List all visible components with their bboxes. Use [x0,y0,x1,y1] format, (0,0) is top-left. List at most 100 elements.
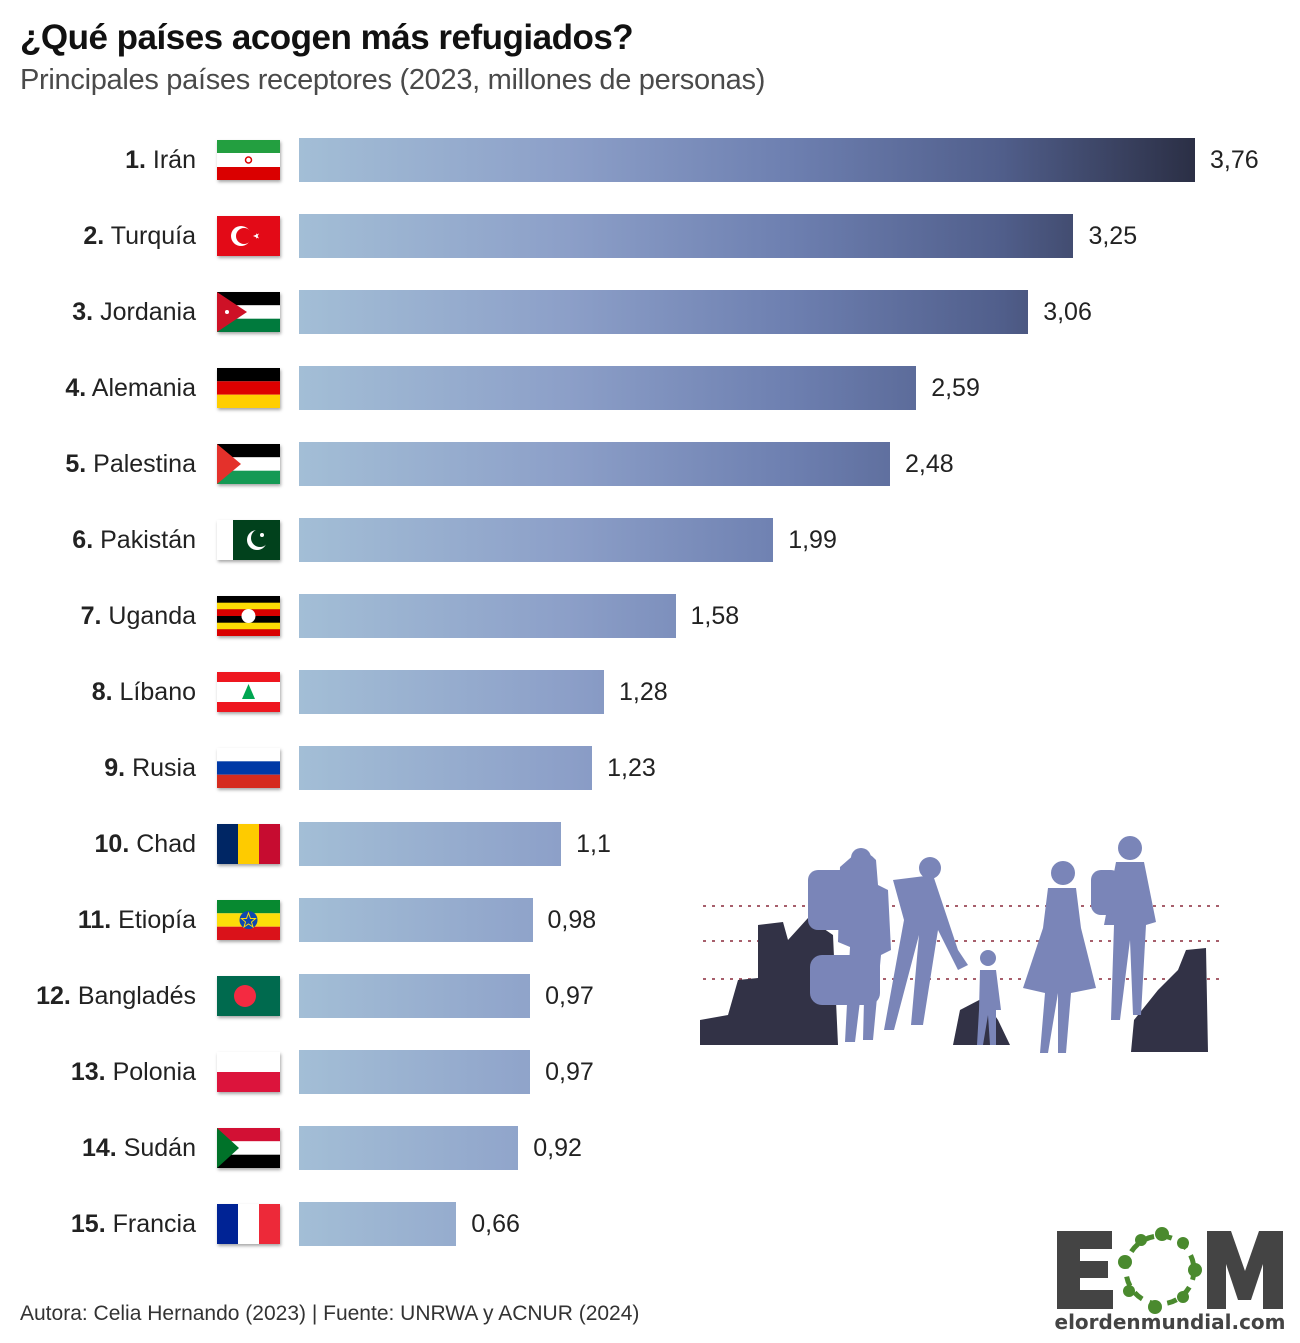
lebanon-flag-icon [217,672,280,712]
category-label: 6. Pakistán [72,526,196,555]
rank-label: 9. [104,754,126,782]
jordan-flag-icon [217,292,280,332]
country-name: Uganda [108,602,196,630]
rank-label: 13. [70,1058,106,1086]
palestine-flag-icon [217,444,280,484]
category-label: 9. Rusia [104,754,196,783]
value-label: 0,98 [547,906,597,934]
rank-label: 3. [72,298,94,326]
category-label: 3. Jordania [72,298,196,327]
bar [299,138,1195,182]
bar-row: 9. Rusia 1,23 [0,746,1300,790]
bar-row: 14. Sudán 0,92 [0,1126,1300,1170]
category-label: 2. Turquía [83,222,196,251]
value-label: 3,76 [1210,146,1259,174]
country-name: Líbano [119,678,196,706]
category-label: 1. Irán [125,146,196,175]
bar [299,442,890,486]
bar [299,898,533,942]
value-label: 1,99 [788,526,837,554]
category-label: 12. Bangladés [36,982,196,1011]
sudan-flag-icon [217,1128,280,1168]
chad-flag-icon [217,824,280,864]
category-label: 13. Polonia [71,1058,196,1087]
category-label: 7. Uganda [81,602,196,631]
rank-label: 10. [94,830,130,858]
chart-subtitle: Principales países receptores (2023, mil… [20,64,766,96]
country-name: Palestina [93,450,196,478]
source-footer: Autora: Celia Hernando (2023) | Fuente: … [20,1302,640,1325]
value-label: 2,48 [904,450,954,478]
category-label: 5. Palestina [65,450,196,479]
category-label: 8. Líbano [92,678,196,707]
category-label: 15. Francia [71,1210,196,1239]
bar-row: 3. Jordania 3,06 [0,290,1300,334]
category-label: 4. Alemania [65,374,196,403]
bar-row: 13. Polonia 0,97 [0,1050,1300,1094]
category-label: 11. Etiopía [78,906,196,935]
country-name: Irán [152,146,196,174]
bar-row: 7. Uganda 1,58 [0,594,1300,638]
rank-label: 6. [72,526,94,554]
country-name: Francia [112,1210,196,1238]
category-label: 14. Sudán [82,1134,196,1163]
bar-row: 1. Irán 3,76 [0,138,1300,182]
bar-row: 4. Alemania 2,59 [0,366,1300,410]
bar [299,518,774,562]
country-name: Bangladés [77,982,196,1010]
bar [299,974,531,1018]
iran-flag-icon [217,140,280,180]
country-name: Turquía [110,222,196,250]
bar [299,822,562,866]
rank-label: 8. [91,678,113,706]
value-label: 0,92 [533,1134,582,1162]
country-name: Rusia [132,754,196,782]
value-label: 1,1 [576,830,611,858]
value-label: 0,97 [545,982,594,1010]
bar-row: 5. Palestina 2,48 [0,442,1300,486]
rank-label: 5. [65,450,87,478]
country-name: Alemania [91,374,196,402]
bar-row: 12. Bangladés 0,97 [0,974,1300,1018]
pakistan-flag-icon [217,520,280,560]
bar [299,1050,531,1094]
bangladesh-flag-icon [217,976,280,1016]
rank-label: 12. [36,982,71,1010]
rank-label: 7. [80,602,102,630]
bar-row: 6. Pakistán 1,99 [0,518,1300,562]
bar-row: 10. Chad 1,1 [0,822,1300,866]
elordenmundial-logo: elordenmundial.com [1055,1227,1285,1334]
category-label: 10. Chad [95,830,196,859]
bar [299,366,917,410]
logo-site-text: elordenmundial.com [1055,1310,1285,1334]
country-name: Pakistán [100,526,196,554]
value-label: 1,23 [607,754,656,782]
value-label: 3,25 [1088,222,1138,250]
germany-flag-icon [217,368,280,408]
value-label: 0,97 [545,1058,594,1086]
country-name: Jordania [100,298,196,326]
country-name: Sudán [123,1134,196,1162]
value-label: 3,06 [1043,298,1092,326]
bar [299,594,676,638]
bar [299,1202,457,1246]
refugees-illustration [700,836,1223,1053]
rank-label: 1. [125,146,146,174]
rank-label: 15. [70,1210,106,1238]
rank-label: 4. [65,374,87,402]
value-label: 1,28 [619,678,668,706]
rank-label: 11. [77,906,112,934]
bar [299,1126,519,1170]
poland-flag-icon [217,1052,280,1092]
rank-label: 14. [81,1134,117,1162]
bar [299,670,605,714]
bar-row: 2. Turquía 3,25 [0,214,1300,258]
bar [299,746,593,790]
chart-title: ¿Qué países acogen más refugiados? [20,18,634,57]
ethiopia-flag-icon [217,900,280,940]
country-name: Polonia [112,1058,196,1086]
uganda-flag-icon [217,596,280,636]
value-label: 0,66 [471,1210,520,1238]
country-name: Etiopía [118,906,196,934]
france-flag-icon [217,1204,280,1244]
